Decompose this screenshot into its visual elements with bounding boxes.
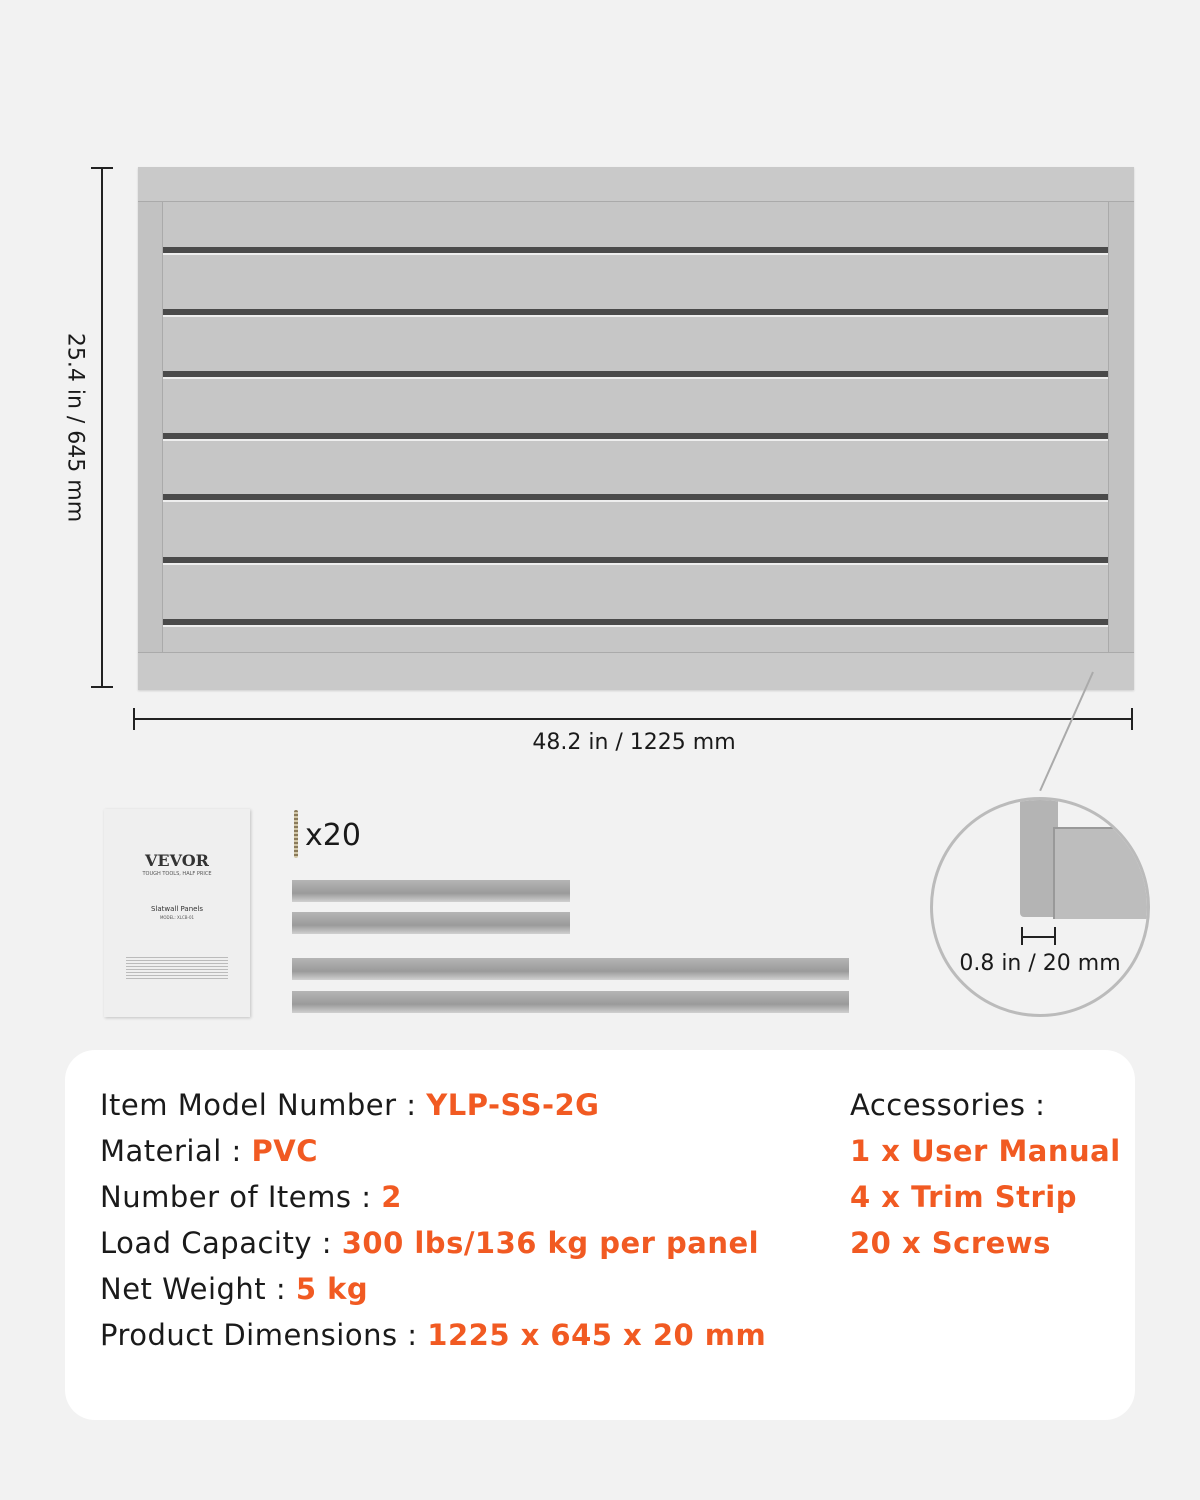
user-manual: VEVOR TOUGH TOOLS, HALF PRICE Slatwall P… bbox=[104, 809, 250, 1017]
slatwall-panel bbox=[138, 167, 1134, 690]
spec-net-weight: Net Weight : 5 kg bbox=[100, 1272, 368, 1306]
spec-label: Product Dimensions : bbox=[100, 1318, 428, 1352]
spec-value: 5 kg bbox=[295, 1272, 369, 1306]
panel-right-rail bbox=[1108, 202, 1134, 652]
edge-detail-slat bbox=[1053, 827, 1147, 919]
manual-brand-logo: VEVOR bbox=[145, 851, 209, 870]
width-dimension-cap-right bbox=[1131, 708, 1133, 730]
screw-icon bbox=[294, 810, 298, 858]
spec-label: Load Capacity : bbox=[100, 1226, 342, 1260]
panel-groove bbox=[163, 619, 1108, 627]
width-dimension-cap-left bbox=[133, 708, 135, 730]
depth-dimension-cap bbox=[1021, 927, 1023, 945]
manual-tagline: TOUGH TOOLS, HALF PRICE bbox=[142, 871, 212, 877]
spec-label: Number of Items : bbox=[100, 1180, 382, 1214]
spec-product-dimensions: Product Dimensions : 1225 x 645 x 20 mm bbox=[100, 1318, 766, 1352]
trim-strip bbox=[292, 880, 570, 902]
screw-count: x20 bbox=[305, 818, 361, 853]
spec-material: Material : PVC bbox=[100, 1134, 318, 1168]
manual-title: Slatwall Panels bbox=[150, 905, 204, 913]
trim-strip bbox=[292, 912, 570, 934]
accessory-item: 1 x User Manual bbox=[850, 1134, 1121, 1168]
depth-dimension-cap bbox=[1054, 927, 1056, 945]
spec-model-number: Item Model Number : YLP-SS-2G bbox=[100, 1088, 599, 1122]
depth-dimension-line bbox=[1022, 936, 1056, 938]
edge-detail-circle: 0.8 in / 20 mm bbox=[930, 797, 1150, 1017]
accessories-heading: Accessories : bbox=[850, 1088, 1046, 1122]
width-dimension-label: 48.2 in / 1225 mm bbox=[532, 730, 736, 755]
spec-value: 2 bbox=[381, 1180, 402, 1214]
height-dimension-cap-bottom bbox=[91, 686, 113, 688]
manual-model: MODEL: XLCB-01 bbox=[159, 915, 195, 920]
spec-label: Material : bbox=[100, 1134, 252, 1168]
height-dimension-line bbox=[101, 168, 103, 687]
height-dimension-cap-top bbox=[91, 167, 113, 169]
spec-number-of-items: Number of Items : 2 bbox=[100, 1180, 402, 1214]
trim-strip bbox=[292, 991, 849, 1013]
accessory-item: 20 x Screws bbox=[850, 1226, 1051, 1260]
panel-bottom-rail bbox=[138, 652, 1134, 690]
manual-body-text bbox=[126, 957, 228, 981]
panel-groove bbox=[163, 494, 1108, 502]
panel-groove bbox=[163, 371, 1108, 379]
depth-dimension-label: 0.8 in / 20 mm bbox=[959, 951, 1121, 976]
accessory-item: 4 x Trim Strip bbox=[850, 1180, 1077, 1214]
panel-groove bbox=[163, 557, 1108, 565]
spec-value: YLP-SS-2G bbox=[426, 1088, 600, 1122]
specifications-card bbox=[65, 1050, 1135, 1420]
spec-value: 300 lbs/136 kg per panel bbox=[341, 1226, 760, 1260]
panel-top-rail bbox=[138, 167, 1134, 202]
height-dimension-label: 25.4 in / 645 mm bbox=[62, 332, 88, 523]
panel-groove bbox=[163, 309, 1108, 317]
panel-groove bbox=[163, 247, 1108, 255]
edge-detail-rail bbox=[1020, 800, 1058, 917]
spec-load-capacity: Load Capacity : 300 lbs/136 kg per panel bbox=[100, 1226, 759, 1260]
panel-left-rail bbox=[138, 202, 163, 652]
trim-strip bbox=[292, 958, 849, 980]
spec-value: PVC bbox=[251, 1134, 319, 1168]
spec-value: 1225 x 645 x 20 mm bbox=[427, 1318, 767, 1352]
spec-label: Item Model Number : bbox=[100, 1088, 427, 1122]
width-dimension-line bbox=[134, 718, 1132, 720]
panel-groove bbox=[163, 433, 1108, 441]
spec-label: Net Weight : bbox=[100, 1272, 296, 1306]
